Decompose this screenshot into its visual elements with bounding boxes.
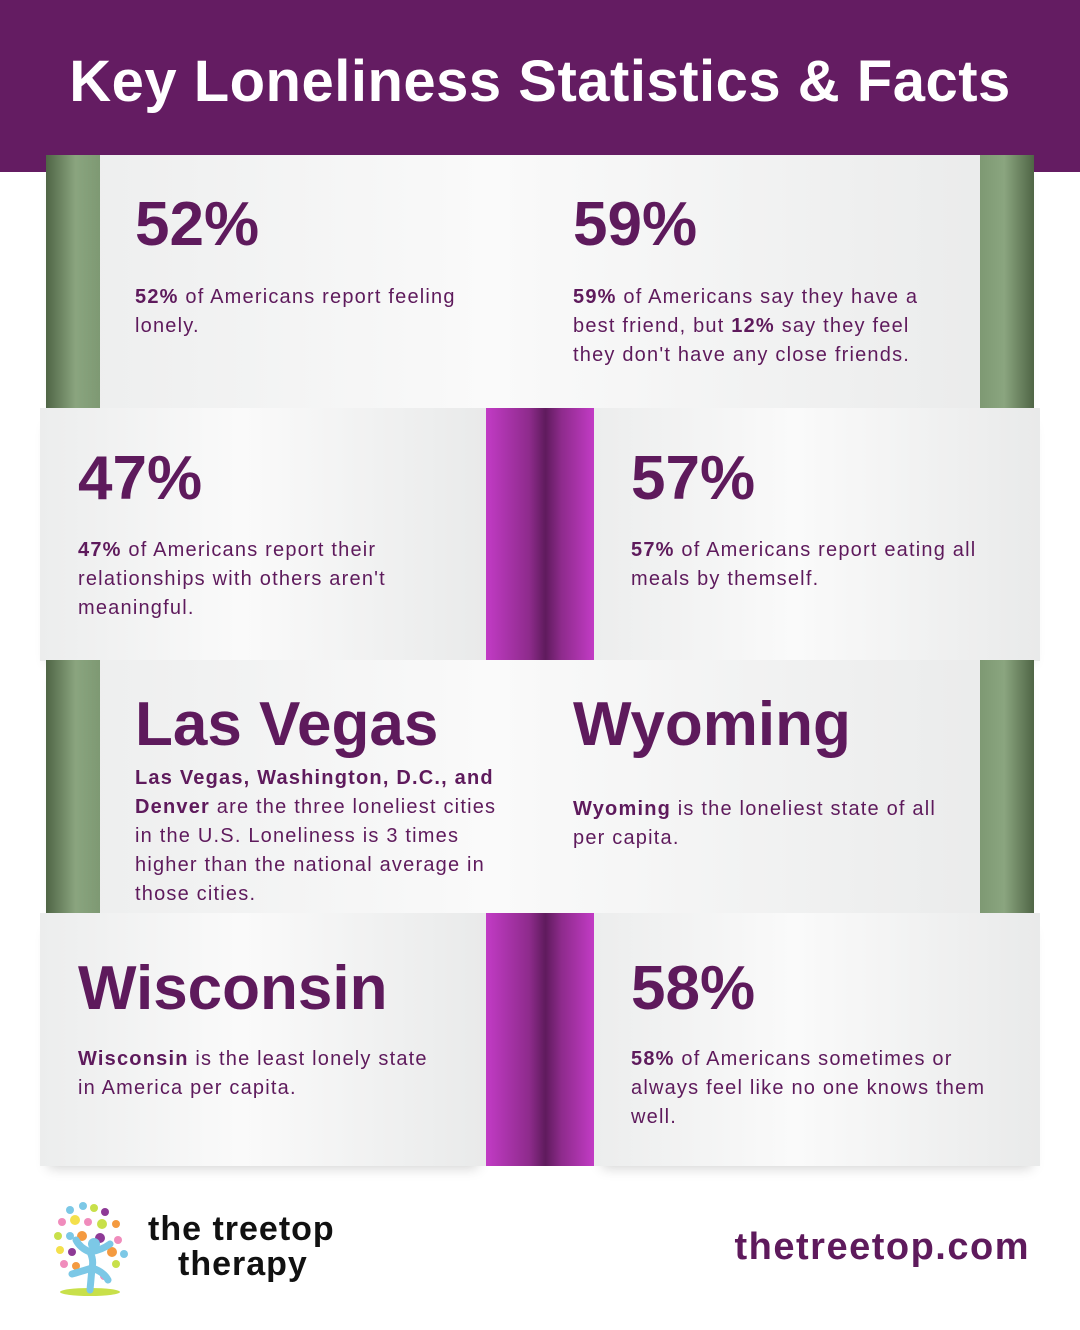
fact-card bbox=[594, 913, 1040, 1166]
fact-text: is the loneliest state of all per capita… bbox=[573, 798, 937, 849]
fact-text: say they feel they don't have any close … bbox=[573, 315, 911, 366]
fact-highlight: 12% bbox=[731, 315, 775, 337]
treetop-logo-icon bbox=[54, 1202, 128, 1296]
green-accent-bar bbox=[980, 155, 1034, 408]
fact-highlight: Wyoming bbox=[573, 798, 672, 820]
fact-card bbox=[46, 660, 1034, 913]
fact-description: 47% of Americans report their relationsh… bbox=[78, 536, 438, 623]
fact-text: are the three loneliest cities in the U.… bbox=[135, 796, 497, 905]
fact-heading: 52% bbox=[135, 190, 260, 259]
page-title: Key Loneliness Statistics & Facts bbox=[69, 49, 1011, 114]
fact-text: of Americans report feeling lonely. bbox=[135, 286, 456, 337]
brand-name-line1: the treetop bbox=[148, 1210, 335, 1248]
fact-heading: 57% bbox=[631, 444, 756, 513]
fact-highlight: Las Vegas, Washington, D.C., and Denver bbox=[135, 767, 494, 818]
fact-highlight: 59% bbox=[573, 286, 617, 308]
purple-accent-bar bbox=[486, 408, 594, 661]
row-2 bbox=[0, 408, 1080, 661]
fact-description: Las Vegas, Washington, D.C., and Denver … bbox=[135, 764, 515, 909]
fact-text: of Americans sometimes or always feel li… bbox=[631, 1048, 986, 1128]
fact-text: of Americans say they have a best friend… bbox=[573, 286, 919, 337]
fact-highlight: 57% bbox=[631, 539, 675, 561]
green-accent-bar bbox=[980, 660, 1034, 913]
purple-accent-bar bbox=[486, 913, 594, 1166]
fact-heading: 58% bbox=[631, 954, 756, 1023]
fact-card bbox=[40, 408, 486, 661]
brand-name-line2: therapy bbox=[178, 1245, 308, 1283]
fact-heading: Las Vegas bbox=[135, 690, 439, 759]
fact-highlight: 47% bbox=[78, 539, 122, 561]
fact-card bbox=[594, 408, 1040, 661]
fact-text: of Americans report their relationships … bbox=[78, 539, 386, 619]
fact-card bbox=[46, 155, 1034, 408]
header-banner bbox=[0, 0, 1080, 172]
fact-card bbox=[40, 913, 486, 1166]
fact-heading: 59% bbox=[573, 190, 698, 259]
fact-heading: Wyoming bbox=[573, 690, 851, 759]
fact-description: Wyoming is the loneliest state of all pe… bbox=[573, 795, 953, 853]
fact-description: 59% of Americans say they have a best fr… bbox=[573, 283, 933, 370]
fact-text: is the least lonely state in America per… bbox=[78, 1048, 428, 1099]
fact-highlight: 58% bbox=[631, 1048, 675, 1070]
fact-description: 52% of Americans report feeling lonely. bbox=[135, 283, 495, 341]
fact-highlight: Wisconsin bbox=[78, 1048, 189, 1070]
row-4 bbox=[0, 913, 1080, 1166]
green-accent-bar bbox=[46, 155, 100, 408]
fact-description: 58% of Americans sometimes or always fee… bbox=[631, 1045, 1001, 1132]
fact-description: 57% of Americans report eating all meals… bbox=[631, 536, 1001, 594]
fact-description: Wisconsin is the least lonely state in A… bbox=[78, 1045, 448, 1103]
fact-highlight: 52% bbox=[135, 286, 179, 308]
website-url[interactable]: thetreetop.com bbox=[734, 1226, 1030, 1268]
green-accent-bar bbox=[46, 660, 100, 913]
fact-heading: 47% bbox=[78, 444, 203, 513]
fact-text: of Americans report eating all meals by … bbox=[631, 539, 977, 590]
row-3 bbox=[0, 660, 1080, 913]
fact-heading: Wisconsin bbox=[78, 954, 388, 1023]
row-1 bbox=[0, 155, 1080, 408]
